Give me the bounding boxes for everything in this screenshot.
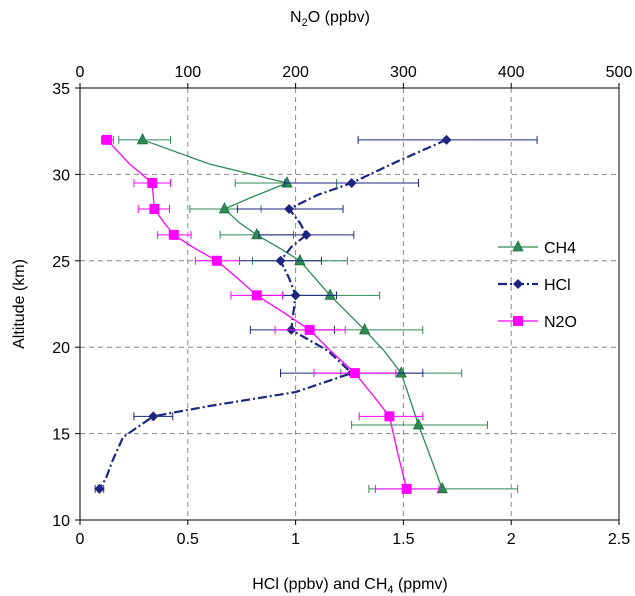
legend-n2o-label: N2O <box>544 314 577 331</box>
n2o-point <box>251 290 262 301</box>
n2o-point <box>149 203 160 214</box>
y-tick-label: 30 <box>52 167 70 184</box>
ch4-point <box>436 482 448 494</box>
plot-frame <box>79 87 620 521</box>
series-n2o <box>101 134 440 494</box>
legend-ch4-marker <box>512 240 524 252</box>
hcl-point <box>346 178 357 189</box>
y-axis-label: Altitude (km) <box>11 259 28 349</box>
bottom-tick-label: 2.5 <box>608 531 630 548</box>
hcl-point <box>290 290 301 301</box>
legend-n2o-marker <box>513 316 523 326</box>
legend-hcl-label: HCl <box>544 277 571 294</box>
ticks: 0 0.5 1 1.5 2 2.5 0 100 200 300 400 500 10 15 20 25 30 35 <box>52 64 632 548</box>
top-tick-label: 0 <box>76 64 85 81</box>
y-tick-label: 15 <box>52 427 70 444</box>
ch4-point <box>218 202 231 214</box>
top-axis-label-subscript: 2 <box>302 17 308 29</box>
hcl-point <box>148 411 159 422</box>
top-tick-label: 500 <box>606 64 633 81</box>
top-tick-label: 400 <box>498 64 525 81</box>
n2o-point <box>168 229 179 240</box>
grid <box>80 88 619 520</box>
series-hcl <box>94 134 538 494</box>
hcl-point <box>441 134 452 145</box>
n2o-point <box>211 255 222 266</box>
ch4-point <box>294 253 306 266</box>
bottom-axis-label: HCl (ppbv) and CH4 (ppmv) <box>252 576 448 596</box>
hcl-line <box>98 138 447 490</box>
hcl-point <box>284 203 295 214</box>
ch4-point <box>136 132 149 145</box>
hcl-point <box>94 483 105 494</box>
ch4-point <box>324 288 336 300</box>
ch4-point <box>395 366 407 378</box>
y-tick-label: 20 <box>52 340 70 357</box>
hcl-point <box>275 255 286 266</box>
bottom-tick-label: 0.5 <box>177 531 199 548</box>
top-axis-label: N2O (ppbv) <box>290 9 370 29</box>
bottom-tick-label: 0 <box>76 531 85 548</box>
n2o-point <box>101 134 112 145</box>
y-tick-label: 35 <box>52 81 70 98</box>
n2o-point <box>304 324 315 335</box>
y-tick-label: 25 <box>52 254 70 271</box>
ch4-point <box>358 323 371 335</box>
hcl-point <box>301 229 312 240</box>
bottom-tick-label: 1 <box>291 531 300 548</box>
n2o-point <box>349 368 360 379</box>
legend-hcl-marker <box>513 279 523 289</box>
ch4-line <box>142 139 443 490</box>
bottom-tick-label: 2 <box>507 531 516 548</box>
n2o-point <box>401 483 412 494</box>
legend-ch4-label: CH4 <box>544 240 576 257</box>
top-tick-label: 200 <box>282 64 309 81</box>
legend: CH4 HCl N2O <box>498 240 577 331</box>
top-tick-label: 300 <box>390 64 417 81</box>
bottom-axis-label-subscript: 4 <box>387 584 393 596</box>
series <box>94 132 538 494</box>
ch4-point <box>412 418 425 430</box>
n2o-point <box>147 178 158 189</box>
top-tick-label: 100 <box>174 64 201 81</box>
n2o-line <box>106 139 408 490</box>
y-tick-label: 10 <box>52 513 70 530</box>
n2o-point <box>384 411 395 422</box>
bottom-axis-label-unit: (ppmv) <box>394 576 448 593</box>
bottom-tick-label: 1.5 <box>392 531 414 548</box>
top-axis-label-unit: O (ppbv) <box>308 9 370 26</box>
